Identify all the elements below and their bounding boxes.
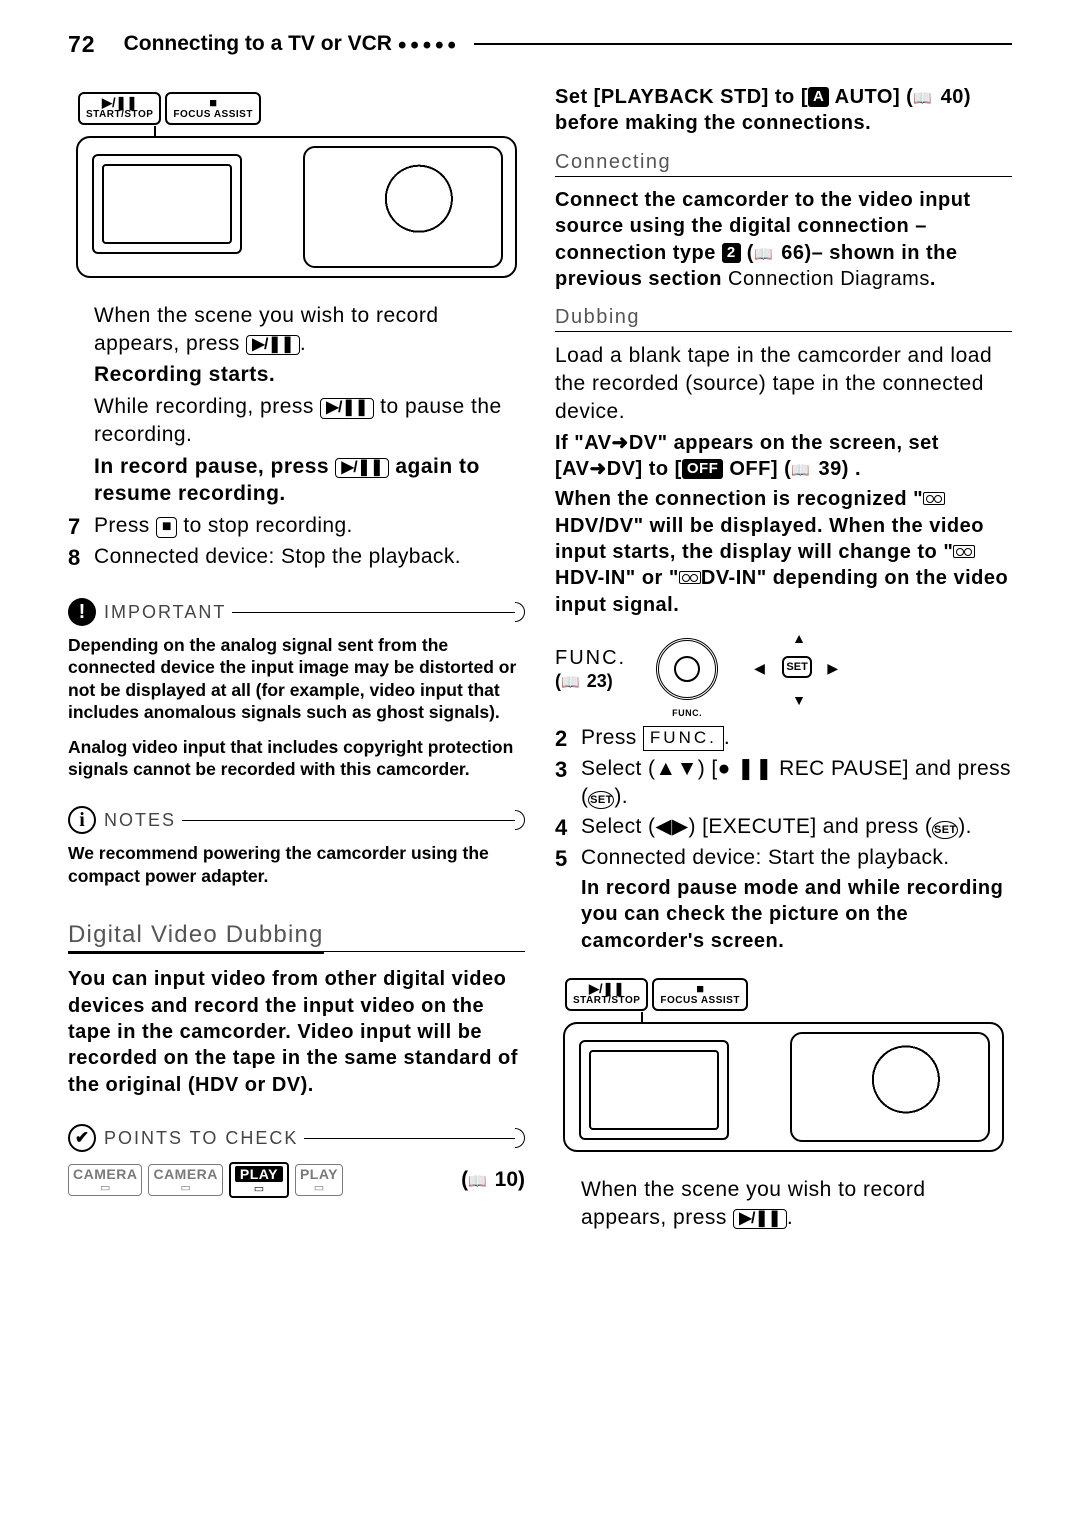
step-7: 7Press ■ to stop recording.	[68, 512, 525, 541]
play-pause-icon: ▶/❚❚	[335, 458, 389, 479]
dpad-figure: ▲▼◀▶ SET	[748, 630, 844, 708]
para-scene-appears: When the scene you wish to record appear…	[94, 302, 525, 357]
check-icon: ✔	[68, 1124, 96, 1152]
para-record-pause: In record pause, press ▶/❚❚ again to res…	[94, 453, 525, 508]
dubbing-step-load: Load a blank tape in the camcorder and l…	[555, 342, 1012, 425]
step-8: 8Connected device: Stop the playback.	[68, 543, 525, 572]
important-icon: !	[68, 598, 96, 626]
section-digital-video-dubbing: Digital Video Dubbing	[68, 921, 525, 949]
dubbing-av-dv: If "AV➜DV" appears on the screen, set [A…	[555, 430, 1012, 483]
set-icon: SET	[932, 821, 958, 839]
page-header: 72 Connecting to a TV or VCR •••••	[68, 30, 1012, 58]
para-recording-starts: Recording starts.	[94, 361, 525, 389]
points-to-check-title: POINTS TO CHECK	[104, 1128, 298, 1149]
mode-row: CAMERA▭ CAMERA▭ PLAY▭ PLAY▭ ( 10)	[68, 1162, 525, 1198]
mode-camera-tape: CAMERA▭	[68, 1164, 142, 1196]
header-rule	[474, 43, 1012, 45]
notes-icon: i	[68, 806, 96, 834]
r-step-2: 2Press FUNC..	[555, 724, 1012, 753]
fig-button-focus-assist: ■ FOCUS ASSIST	[165, 92, 261, 125]
mode-play-tape: PLAY▭	[229, 1162, 289, 1198]
important-header: ! IMPORTANT	[68, 598, 525, 626]
page-number: 72	[68, 31, 96, 58]
left-column: ▶/❚❚ START/STOP ■ FOCUS ASSIST When the …	[68, 84, 525, 1235]
func-key: FUNC.	[643, 726, 724, 750]
auto-badge: A	[808, 87, 829, 107]
play-pause-icon: ▶/❚❚	[733, 1209, 787, 1230]
page-ref-10: ( 10)	[461, 1168, 525, 1192]
stop-icon: ■	[156, 517, 177, 538]
dubbing-recognized: When the connection is recognized "HDV/D…	[555, 486, 1012, 618]
notes-header: i NOTES	[68, 806, 525, 834]
play-pause-icon: ▶/❚❚	[246, 335, 300, 356]
para-while-recording: While recording, press ▶/❚❚ to pause the…	[94, 393, 525, 448]
connecting-text: Connect the camcorder to the video input…	[555, 187, 1012, 293]
tape-icon	[953, 545, 975, 558]
header-dots: •••••	[398, 32, 460, 60]
set-playback-std: Set [PLAYBACK STD] to [A AUTO] ( 40) bef…	[555, 84, 1012, 137]
fig-button-start-stop: ▶/❚❚ START/STOP	[78, 92, 161, 125]
notes-title: NOTES	[104, 810, 176, 831]
tape-icon	[923, 492, 945, 505]
page-title: Connecting to a TV or VCR	[124, 32, 392, 56]
r-step-4: 4Select (◀▶) [EXECUTE] and press (SET).	[555, 813, 1012, 842]
camcorder-figure-top: ▶/❚❚ START/STOP ■ FOCUS ASSIST	[68, 84, 525, 284]
off-badge: OFF	[682, 459, 724, 479]
important-title: IMPORTANT	[104, 602, 226, 623]
dvd-intro: You can input video from other digital v…	[68, 966, 525, 1098]
important-text-2: Analog video input that includes copyrig…	[68, 736, 525, 781]
subhead-dubbing: Dubbing	[555, 306, 1012, 329]
r-step-5: 5Connected device: Start the playback.	[555, 844, 1012, 873]
mode-camera-card: CAMERA▭	[148, 1164, 222, 1196]
subhead-connecting: Connecting	[555, 151, 1012, 174]
fig-button-start-stop: ▶/❚❚ START/STOP	[565, 978, 648, 1011]
important-text-1: Depending on the analog signal sent from…	[68, 634, 525, 724]
play-pause-icon: ▶/❚❚	[320, 398, 374, 419]
tape-icon	[679, 571, 701, 584]
func-label: FUNC.	[555, 646, 626, 671]
bottom-scene-appears: When the scene you wish to record appear…	[555, 1176, 1012, 1231]
fig-button-focus-assist: ■ FOCUS ASSIST	[652, 978, 748, 1011]
func-row: FUNC. ( 23) FUNC. ▲▼◀▶ SET	[555, 630, 1012, 708]
r-step-check-picture: In record pause mode and while recording…	[555, 875, 1012, 954]
mode-play-card: PLAY▭	[295, 1164, 343, 1196]
camcorder-figure-bottom: ▶/❚❚ START/STOP ■ FOCUS ASSIST	[555, 970, 1012, 1158]
joystick-figure: FUNC.	[652, 634, 722, 704]
r-step-3: 3Select (▲▼) [● ❚❚ REC PAUSE] and press …	[555, 755, 1012, 810]
func-ref: ( 23)	[555, 671, 626, 692]
section-rule	[68, 951, 525, 954]
right-column: Set [PLAYBACK STD] to [A AUTO] ( 40) bef…	[555, 84, 1012, 1235]
points-to-check-header: ✔ POINTS TO CHECK	[68, 1124, 525, 1152]
connection-type-badge: 2	[722, 243, 741, 263]
notes-text-1: We recommend powering the camcorder usin…	[68, 842, 525, 887]
set-icon: SET	[588, 791, 614, 809]
